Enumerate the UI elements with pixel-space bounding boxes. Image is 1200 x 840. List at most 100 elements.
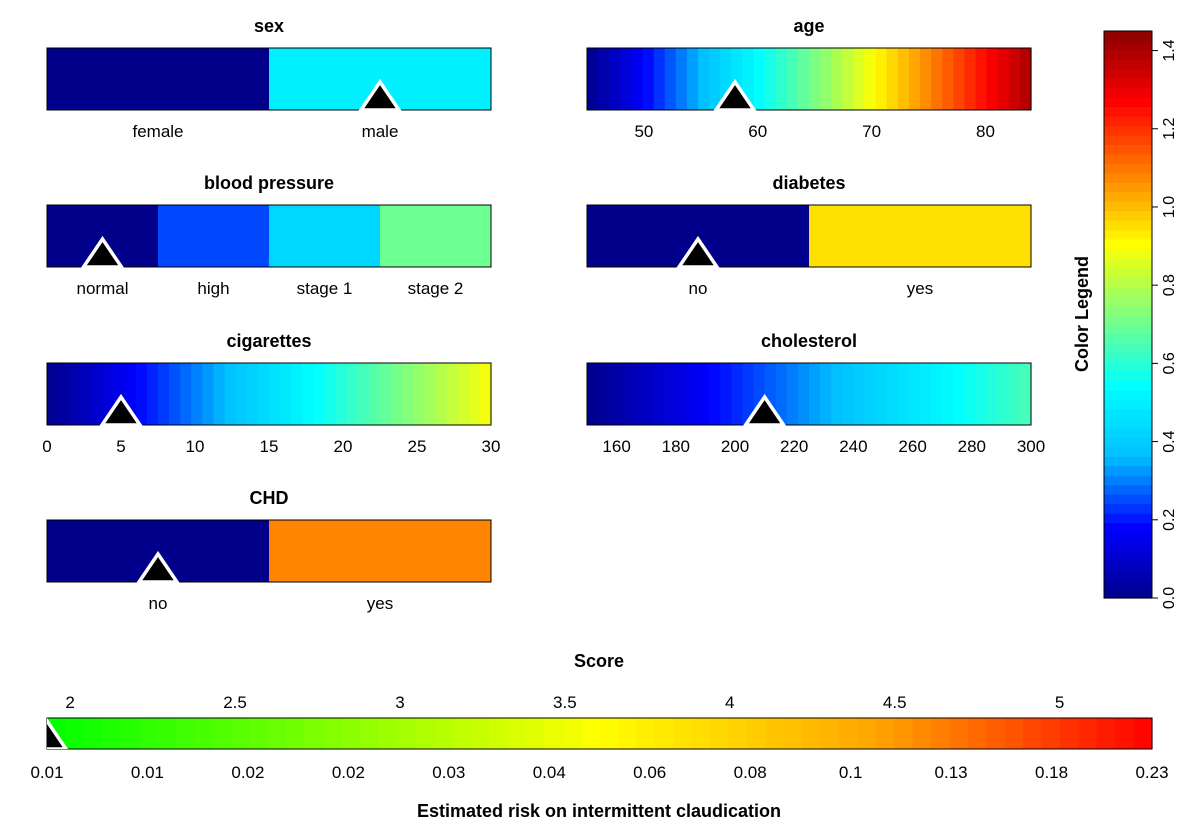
gradient-step bbox=[346, 363, 359, 425]
gradient-step bbox=[80, 363, 92, 425]
score-tick-label: 3.5 bbox=[553, 693, 577, 712]
score-step bbox=[175, 718, 195, 749]
score-step bbox=[396, 718, 416, 749]
tick-label: 80 bbox=[976, 122, 995, 141]
legend-step bbox=[1104, 31, 1152, 42]
gradient-step bbox=[731, 48, 743, 110]
legend-step bbox=[1104, 531, 1152, 542]
gradient-step bbox=[368, 363, 381, 425]
gradient-step bbox=[875, 48, 888, 110]
tick-label: 160 bbox=[602, 437, 630, 456]
tick-label: 260 bbox=[898, 437, 926, 456]
legend-step bbox=[1104, 87, 1152, 98]
legend-step bbox=[1104, 418, 1152, 429]
gradient-step bbox=[720, 48, 732, 110]
score-tick-label: 3 bbox=[395, 693, 404, 712]
tick-label: 60 bbox=[748, 122, 767, 141]
legend-step bbox=[1104, 361, 1152, 372]
legend-step bbox=[1104, 579, 1152, 590]
score-step bbox=[268, 718, 288, 749]
gradient-step bbox=[831, 363, 843, 425]
gradient-step bbox=[335, 363, 348, 425]
gradient-step bbox=[698, 363, 710, 425]
category-label: stage 1 bbox=[297, 279, 353, 298]
legend-tick-label: 0.6 bbox=[1161, 352, 1178, 374]
score-step bbox=[617, 718, 637, 749]
value-marker bbox=[80, 235, 125, 269]
legend-step bbox=[1104, 134, 1152, 145]
gradient-step bbox=[224, 363, 237, 425]
score-step bbox=[967, 718, 987, 749]
gradient-step bbox=[324, 363, 337, 425]
gradient-step bbox=[587, 363, 599, 425]
gradient-step bbox=[675, 363, 688, 425]
score-step bbox=[120, 718, 140, 749]
score-step bbox=[1096, 718, 1116, 749]
legend-step bbox=[1104, 569, 1152, 580]
gradient-step bbox=[1008, 48, 1021, 110]
gradient-step bbox=[457, 363, 470, 425]
score-step bbox=[139, 718, 159, 749]
legend-step bbox=[1104, 97, 1152, 108]
score-step bbox=[636, 718, 656, 749]
gradient-step bbox=[653, 48, 666, 110]
gradient-step bbox=[191, 363, 203, 425]
gradient-step bbox=[997, 363, 1010, 425]
legend-step bbox=[1104, 465, 1152, 476]
legend-tick-label: 1.4 bbox=[1161, 39, 1178, 61]
tick-label: 20 bbox=[334, 437, 353, 456]
gradient-step bbox=[146, 363, 159, 425]
legend-tick-label: 1.0 bbox=[1161, 196, 1178, 218]
score-step bbox=[212, 718, 232, 749]
legend-step bbox=[1104, 116, 1152, 127]
gradient-step bbox=[820, 48, 832, 110]
score-step bbox=[433, 718, 453, 749]
gradient-step bbox=[842, 48, 854, 110]
gradient-step bbox=[709, 48, 721, 110]
legend-step bbox=[1104, 550, 1152, 561]
gradient-step bbox=[113, 363, 126, 425]
legend-step bbox=[1104, 522, 1152, 533]
legend-step bbox=[1104, 201, 1152, 212]
score-step bbox=[489, 718, 509, 749]
score-step bbox=[802, 718, 822, 749]
score-step bbox=[157, 718, 177, 749]
category-label: normal bbox=[77, 279, 129, 298]
legend-step bbox=[1104, 144, 1152, 155]
score-step bbox=[986, 718, 1006, 749]
tick-label: 10 bbox=[186, 437, 205, 456]
score-step bbox=[194, 718, 214, 749]
gradient-step bbox=[775, 363, 788, 425]
color-legend: Color Legend 0.0 0.2 0.4 0.6 0.8 1.0 1.2 1.4 bbox=[1072, 30, 1178, 609]
score-step bbox=[1078, 718, 1098, 749]
legend-step bbox=[1104, 588, 1152, 599]
risk-tick-label: 0.03 bbox=[432, 763, 465, 782]
score-step bbox=[452, 718, 472, 749]
score-step bbox=[544, 718, 564, 749]
gradient-step bbox=[775, 48, 788, 110]
gradient-step bbox=[402, 363, 414, 425]
score-step bbox=[710, 718, 730, 749]
score-tick-label: 2 bbox=[65, 693, 74, 712]
tick-label: 240 bbox=[839, 437, 867, 456]
legend-step bbox=[1104, 314, 1152, 325]
score-step bbox=[599, 718, 619, 749]
score-bar: Score Estimated risk on intermittent cla… bbox=[30, 651, 1168, 821]
tick-label: 220 bbox=[780, 437, 808, 456]
gradient-step bbox=[269, 363, 281, 425]
legend-step bbox=[1104, 106, 1152, 117]
score-step bbox=[894, 718, 914, 749]
legend-step bbox=[1104, 68, 1152, 79]
gradient-step bbox=[920, 363, 932, 425]
gradient-step bbox=[986, 48, 999, 110]
panel-age: age 50 60 70 80 bbox=[586, 16, 1032, 141]
legend-step bbox=[1104, 59, 1152, 70]
value-marker bbox=[712, 78, 758, 112]
gradient-step bbox=[124, 363, 137, 425]
gradient-step bbox=[664, 363, 677, 425]
score-step bbox=[304, 718, 324, 749]
gradient-step bbox=[953, 48, 965, 110]
legend-step bbox=[1104, 78, 1152, 89]
tick-label: 15 bbox=[260, 437, 279, 456]
legend-step bbox=[1104, 484, 1152, 495]
